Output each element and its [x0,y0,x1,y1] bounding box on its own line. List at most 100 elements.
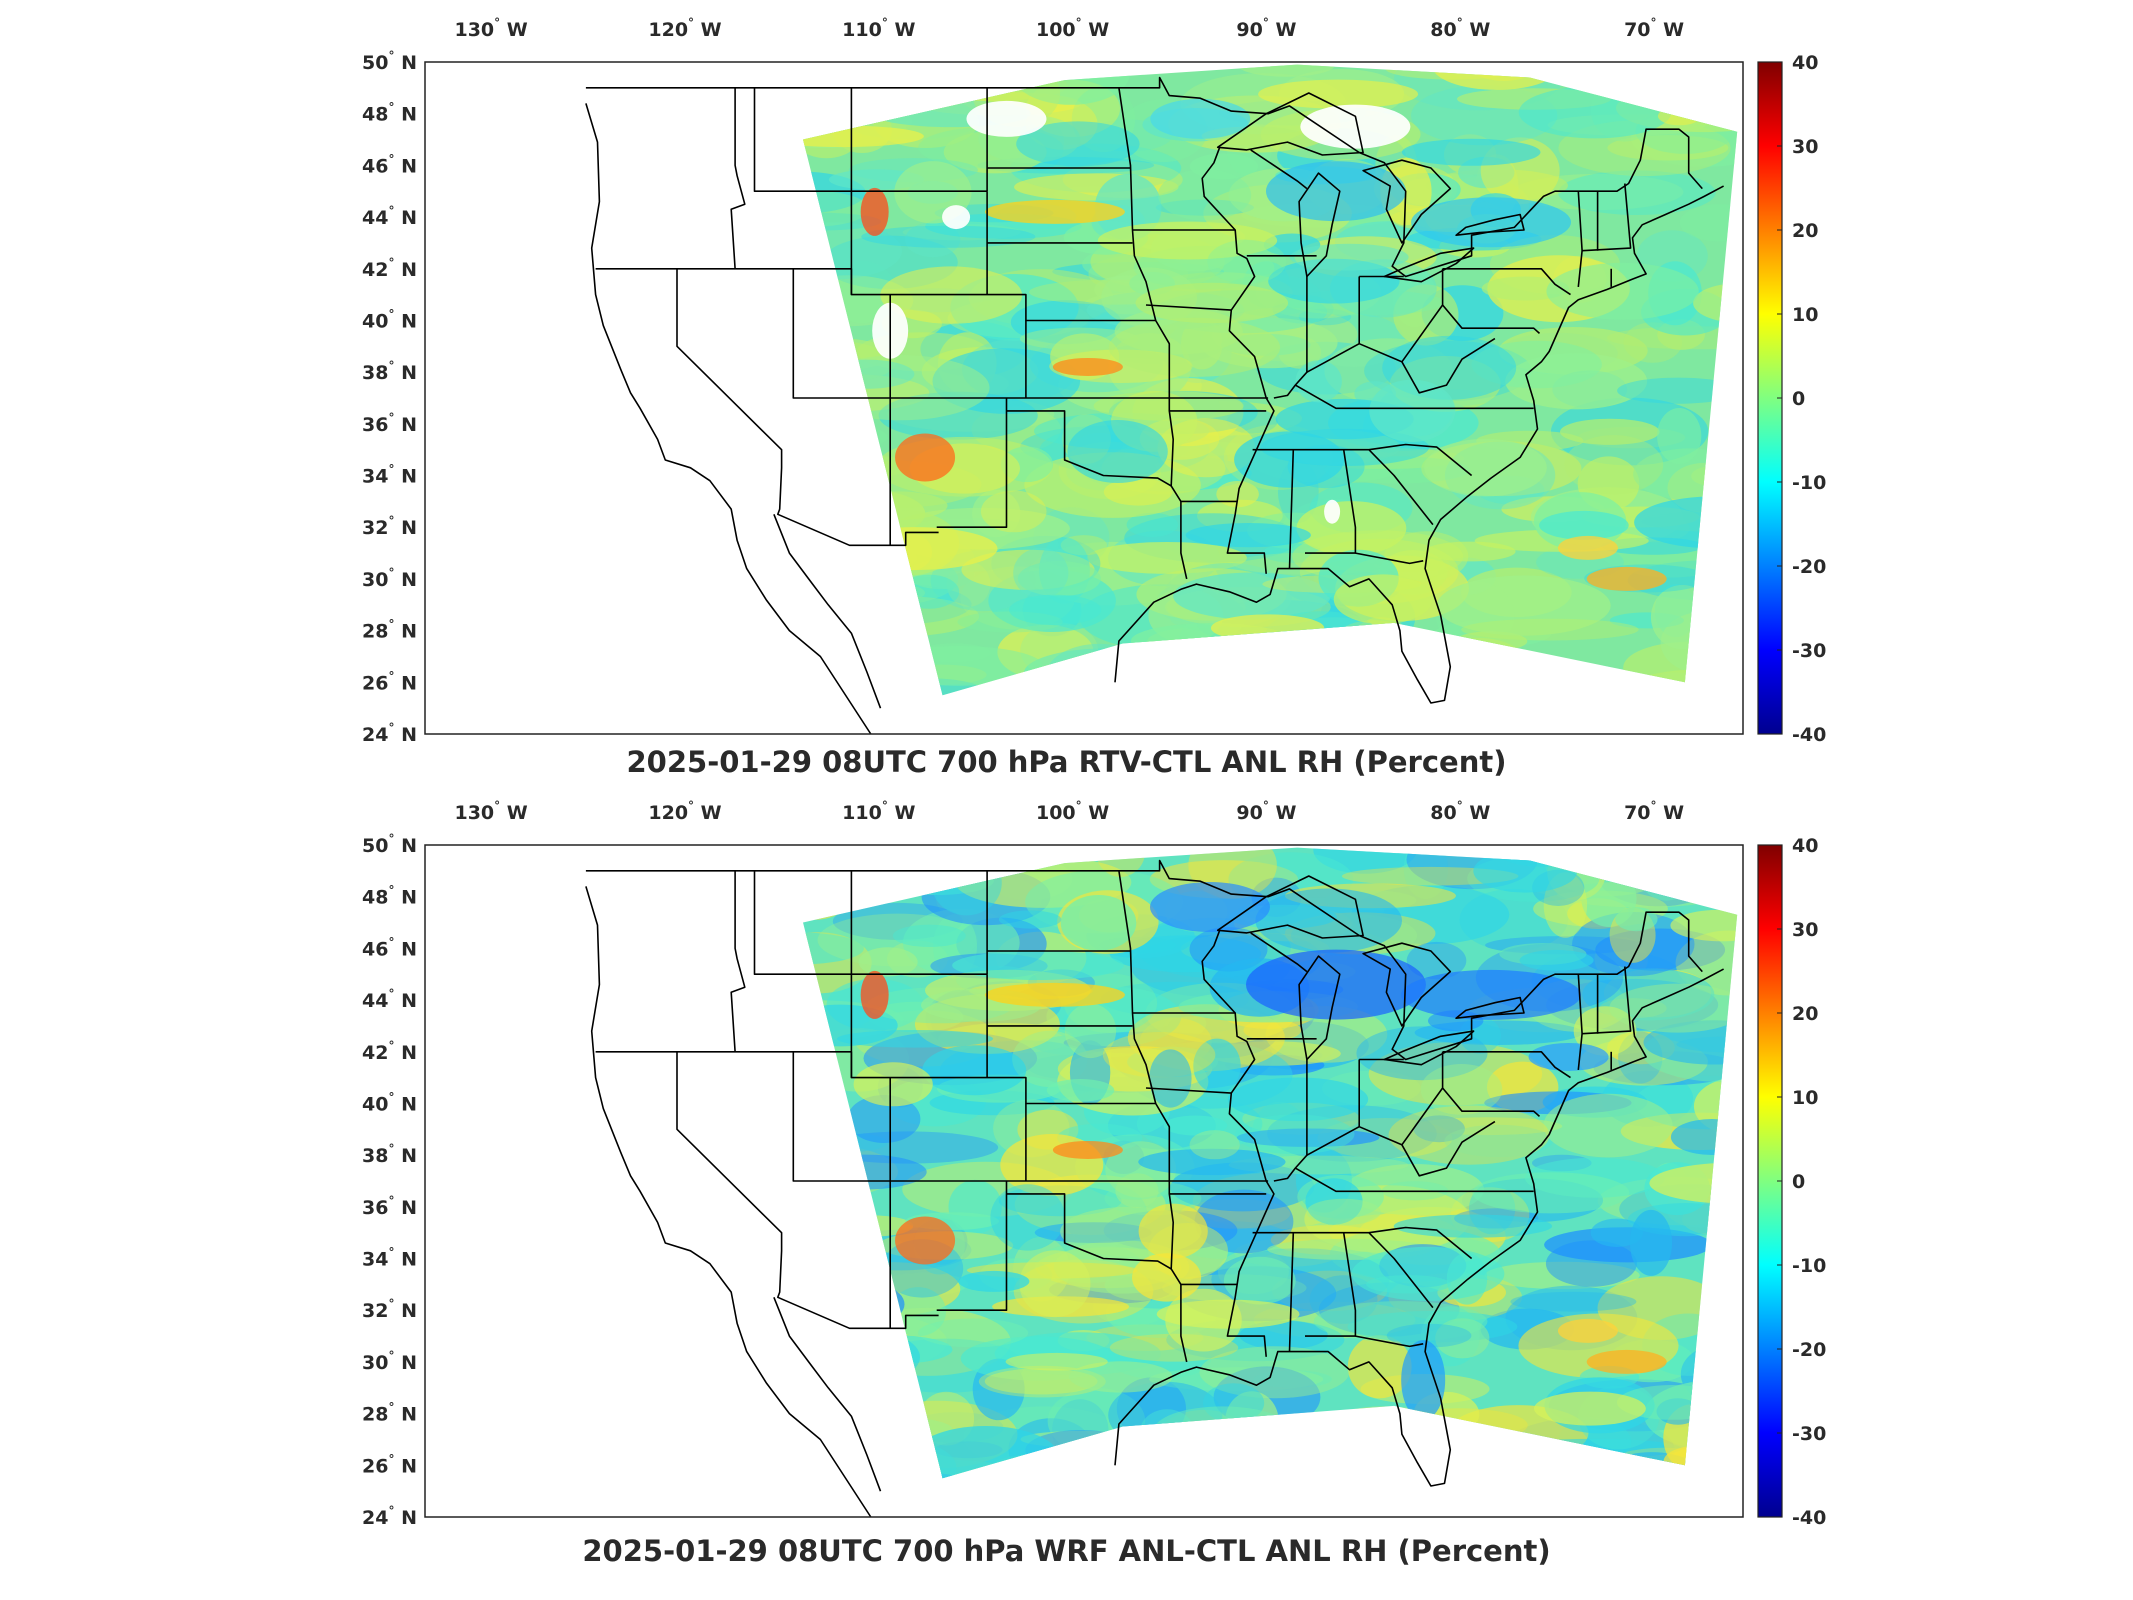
coastline-west [585,886,872,1518]
lon-tick-label: 80° W [1430,799,1490,824]
lat-tick-label: 42° N [362,256,417,281]
lon-tick-label: 110° W [842,799,915,824]
state-border [1250,149,1308,190]
map-figure-rtv: 130° W 120° W 110° W 100° W 90° W 80° W 70° W 5… [362,16,1826,746]
colorbar-tick-label: 10 [1792,1087,1818,1109]
state-border [585,859,1703,1061]
lat-tick-label: 24° N [362,1504,417,1529]
lon-tick-label: 110° W [842,16,915,41]
state-border [1441,304,1541,334]
state-border [1294,1167,1534,1193]
lat-tick-label: 32° N [362,1297,417,1322]
colorbar-tick-label: -20 [1792,1339,1826,1361]
state-border [936,1181,1008,1311]
state-border [936,398,1008,528]
state-border [676,1051,939,1330]
colorbar-tick-label: -30 [1792,640,1826,662]
map-title-wrf: 2025-01-29 08UTC 700 hPa WRF ANL-CTL ANL… [582,1534,1551,1568]
state-border [1441,1087,1541,1117]
great-lake-outline [1216,875,1364,939]
state-border [1368,449,1434,526]
lat-tick-label: 30° N [362,1349,417,1374]
coastline-east [1114,185,1724,704]
lat-tick-label: 36° N [362,1194,417,1219]
lat-tick-label: 46° N [362,935,417,960]
lon-tick-label: 90° W [1236,16,1296,41]
lon-tick-label: 120° W [648,16,721,41]
map-panel-wrf: 130° W 120° W 110° W 100° W 90° W 80° W 70° W 5… [0,785,2133,1600]
state-border [1145,1087,1232,1094]
state-border [1401,337,1496,394]
great-lake-outline [1383,247,1475,283]
colorbar-tick-label: 40 [1792,52,1818,74]
great-lake-outline [1298,955,1341,1061]
lat-tick-label: 48° N [362,101,417,126]
great-lake-outline [1455,213,1525,236]
lat-tick-label: 24° N [362,721,417,746]
lon-tick-label: 130° W [454,799,527,824]
lon-tick-label: 100° W [1036,16,1109,41]
lat-tick-label: 42° N [362,1039,417,1064]
lat-tick-label: 40° N [362,1091,417,1116]
lon-tick-label: 120° W [648,799,721,824]
state-border [676,268,939,547]
lon-tick-label: 70° W [1624,16,1684,41]
state-border [1442,268,1571,296]
great-lake-outline [1383,1030,1475,1066]
state-border [792,1051,1269,1182]
state-border [1201,147,1275,574]
lat-tick-label: 40° N [362,308,417,333]
lat-tick-label: 38° N [362,1142,417,1167]
lon-tick-label: 130° W [454,16,527,41]
coastline-west [585,103,872,735]
state-border [1306,342,1360,373]
colorbar-tick-label: 40 [1792,835,1818,857]
lat-tick-label: 28° N [362,1401,417,1426]
lat-tick-label: 50° N [362,49,417,74]
great-lake-outline [1216,92,1364,156]
map-panel-rtv: 130° W 120° W 110° W 100° W 90° W 80° W 70° W 5… [362,16,1826,746]
colorbar-tick-label: 20 [1792,220,1818,242]
state-border [1355,1335,1424,1348]
colorbar-tick-label: -30 [1792,1423,1826,1445]
state-border [1288,449,1295,569]
lat-tick-label: 34° N [362,1246,417,1271]
lat-tick-label: 46° N [362,152,417,177]
state-border [1250,932,1308,973]
colorbar-tick-label: -10 [1792,1255,1826,1277]
lat-tick-label: 28° N [362,618,417,643]
state-border [1355,552,1424,565]
state-border [585,76,1703,278]
gulf-of-california-coast [773,514,882,709]
lat-tick-label: 48° N [362,884,417,909]
great-lake-outline [1455,996,1525,1019]
lat-tick-label: 30° N [362,566,417,591]
lon-tick-label: 90° W [1236,799,1296,824]
map-figure-wrf: 130° W 120° W 110° W 100° W 90° W 80° W 70° W 5… [362,799,1826,1529]
state-border [1401,1120,1496,1177]
colorbar-tick-label: 10 [1792,304,1818,326]
lon-tick-label: 70° W [1624,799,1684,824]
state-border [1288,1232,1295,1352]
lat-tick-label: 26° N [362,669,417,694]
state-border [1252,443,1473,477]
state-border [1201,930,1275,1357]
state-border [1442,1051,1571,1079]
colorbar-tick-label: -20 [1792,556,1826,578]
great-lake-outline [1362,942,1452,1027]
colorbar-tick-label: -40 [1792,724,1826,746]
state-border [1006,1193,1172,1270]
map-title-rtv: 2025-01-29 08UTC 700 hPa RTV-CTL ANL RH … [626,745,1507,779]
state-border [730,870,746,1052]
lat-tick-label: 38° N [362,359,417,384]
state-border [792,268,1269,399]
lon-tick-label: 100° W [1036,799,1109,824]
map-boundaries-wrf [585,859,1724,1518]
state-border [1252,1226,1473,1260]
state-border [1305,449,1357,554]
state-border [1306,1125,1360,1156]
lat-tick-label: 26° N [362,1452,417,1477]
lat-tick-label: 44° N [362,204,417,229]
map-boundaries-rtv [585,76,1724,735]
coastline-east [1114,968,1724,1487]
